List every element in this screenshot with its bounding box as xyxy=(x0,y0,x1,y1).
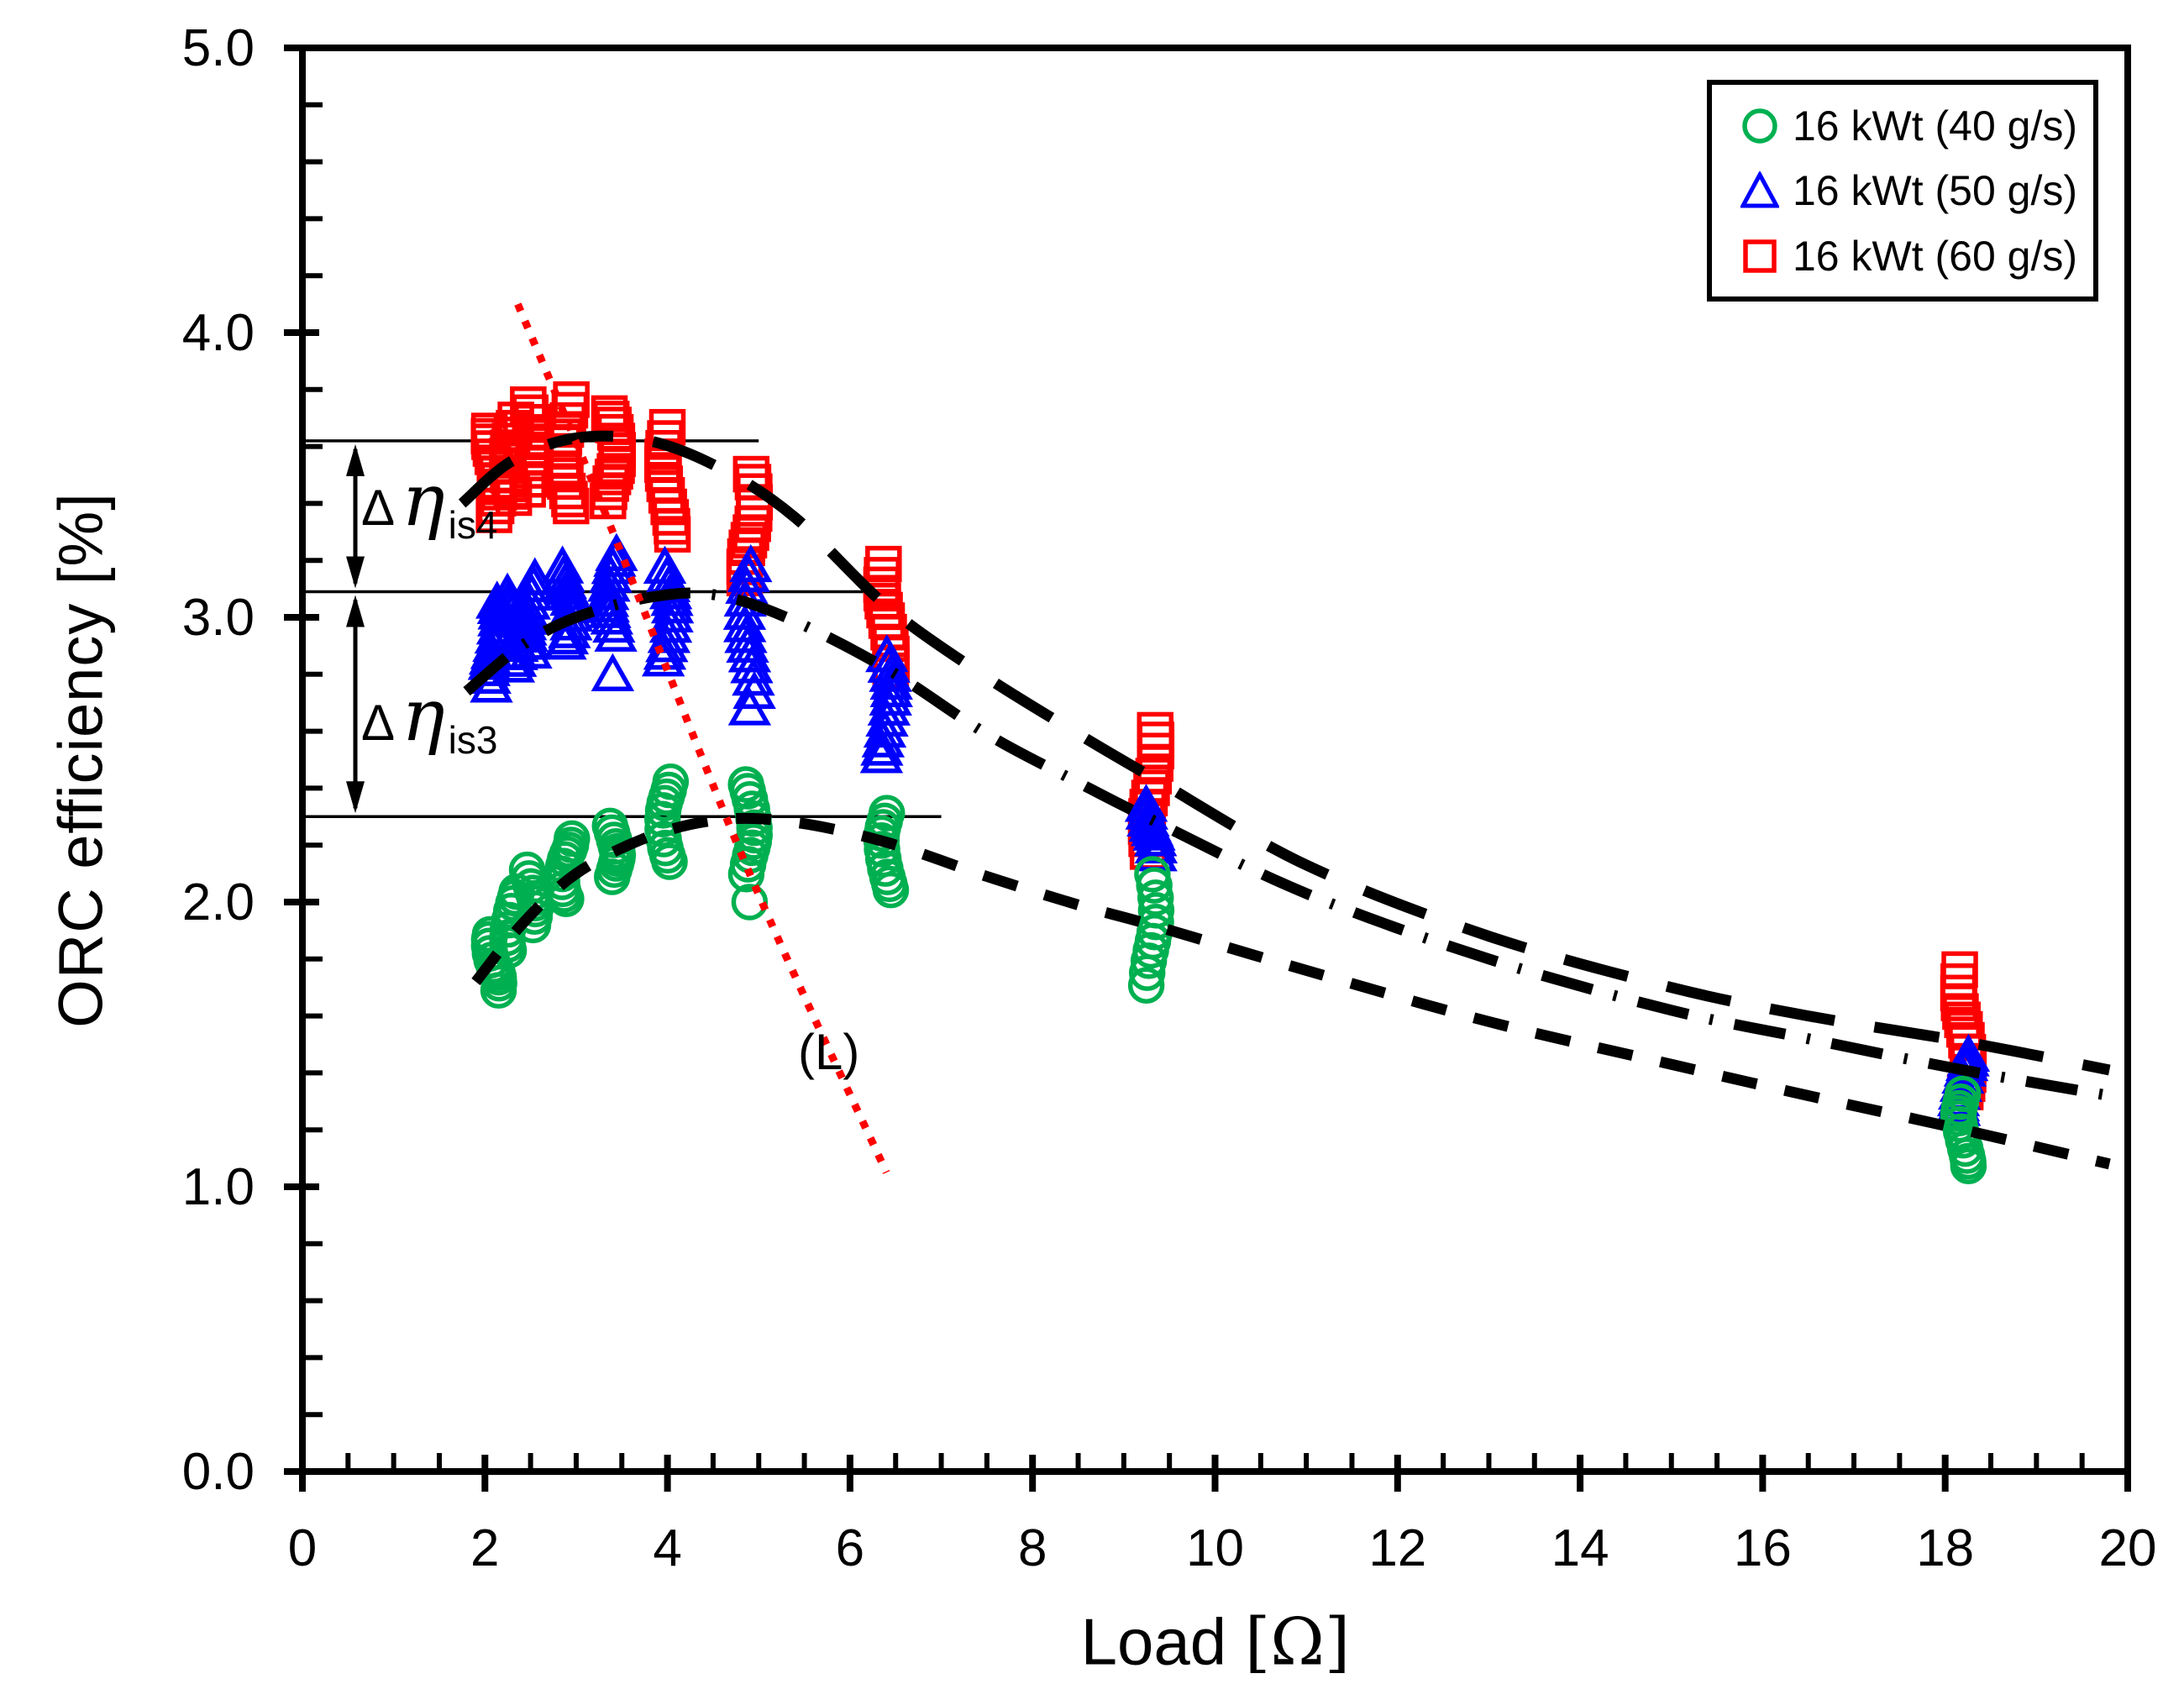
delta-arrows xyxy=(346,443,365,814)
y-axis: 0.0 1.0 2.0 3.0 4.0 5.0 xyxy=(182,19,323,1501)
y-tick-label: 3.0 xyxy=(182,589,255,647)
arrowhead-down-icon xyxy=(346,556,365,589)
x-tick-label: 14 xyxy=(1551,1519,1609,1577)
x-axis-unit: [Ω] xyxy=(1244,1604,1351,1681)
x-tick-label: 16 xyxy=(1734,1519,1792,1577)
trend-lines xyxy=(458,430,2111,1170)
trend-line-short-dash xyxy=(471,812,2111,1170)
y-axis-title: ORC efficiency [%] xyxy=(45,492,116,1028)
series-16-kwt-60-g-s- xyxy=(470,381,1987,1110)
x-tick-label: 8 xyxy=(1018,1519,1047,1577)
x-tick-label: 12 xyxy=(1368,1519,1426,1577)
delta-eta-is4-annotation: Δ η is4 xyxy=(361,459,497,547)
x-tick-label: 2 xyxy=(470,1519,499,1577)
x-axis: 0 2 4 6 8 10 12 14 16 18 20 xyxy=(288,1453,2157,1577)
y-tick-label: 0.0 xyxy=(182,1443,255,1501)
load-line-label: (L) xyxy=(798,1024,860,1080)
y-tick-label: 2.0 xyxy=(182,873,255,931)
legend-circle-icon xyxy=(1742,108,1777,144)
eta-glyph: η xyxy=(402,674,445,758)
legend-item-label: 16 kWt (40 g/s) xyxy=(1793,102,2077,150)
arrowhead-up-icon xyxy=(346,443,365,476)
y-tick-label: 5.0 xyxy=(182,19,255,77)
x-tick-label: 20 xyxy=(2099,1519,2157,1577)
x-tick-label: 10 xyxy=(1186,1519,1244,1577)
x-axis-title-text: Load xyxy=(1080,1604,1227,1679)
legend-item-40gs: 16 kWt (40 g/s) xyxy=(1740,102,2093,150)
legend: 16 kWt (40 g/s) 16 kWt (50 g/s) 16 kWt (… xyxy=(1707,80,2098,302)
legend-item-label: 16 kWt (60 g/s) xyxy=(1793,232,2077,280)
legend-triangle-icon xyxy=(1740,171,1779,208)
trend-line-dash-dot xyxy=(463,587,2111,1101)
x-tick-label: 6 xyxy=(836,1519,864,1577)
delta-eta-is3-annotation: Δ η is3 xyxy=(361,674,497,762)
legend-item-60gs: 16 kWt (60 g/s) xyxy=(1740,232,2093,281)
x-tick-label: 0 xyxy=(288,1519,317,1577)
trend-line-long-dash xyxy=(458,430,2111,1076)
y-tick-label: 4.0 xyxy=(182,304,255,362)
arrowhead-up-icon xyxy=(346,595,365,627)
legend-item-50gs: 16 kWt (50 g/s) xyxy=(1740,166,2093,215)
delta-glyph: Δ xyxy=(361,695,396,751)
arrowhead-down-icon xyxy=(346,781,365,814)
y-tick-label: 1.0 xyxy=(182,1158,255,1216)
eta-subscript: is4 xyxy=(448,503,498,547)
eta-subscript: is3 xyxy=(448,718,498,762)
x-axis-title: Load [Ω] xyxy=(1081,1604,1351,1681)
delta-glyph: Δ xyxy=(361,480,396,536)
series-16-kwt-50-g-s- xyxy=(467,532,1991,1126)
eta-glyph: η xyxy=(402,459,445,543)
legend-square-icon xyxy=(1743,239,1777,273)
legend-item-label: 16 kWt (50 g/s) xyxy=(1793,167,2077,214)
x-tick-label: 18 xyxy=(1916,1519,1974,1577)
x-tick-label: 4 xyxy=(653,1519,681,1577)
